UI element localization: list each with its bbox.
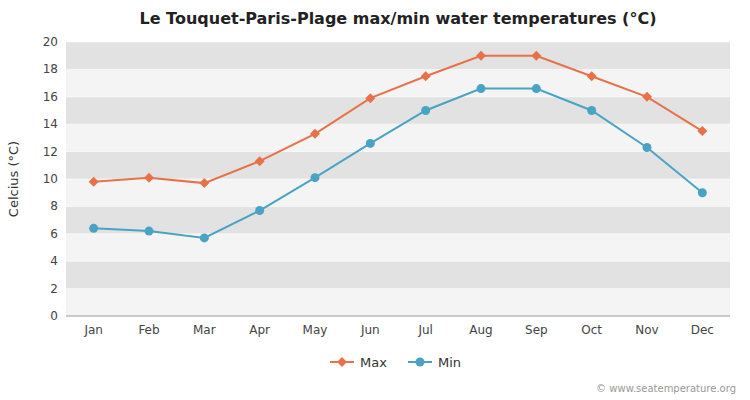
series-marker <box>587 106 596 115</box>
series-marker <box>421 71 431 81</box>
grid-band <box>66 124 730 151</box>
series-marker <box>365 93 375 103</box>
x-tick-label: Jun <box>360 323 380 337</box>
series-marker <box>643 143 652 152</box>
series-marker <box>642 92 652 102</box>
y-tick-label: 0 <box>50 309 58 323</box>
x-tick-label: Oct <box>581 323 602 337</box>
legend-marker <box>337 357 347 367</box>
series-line <box>94 56 703 183</box>
x-tick-label: Jan <box>83 323 103 337</box>
series-marker <box>698 188 707 197</box>
series-marker <box>311 173 320 182</box>
series-marker <box>255 156 265 166</box>
grid-band <box>66 261 730 288</box>
x-tick-label: Nov <box>635 323 658 337</box>
series-line <box>94 89 703 238</box>
grid-line <box>66 42 730 43</box>
legend-marker <box>416 358 425 367</box>
series-marker <box>587 71 597 81</box>
x-tick-label: May <box>303 323 328 337</box>
y-tick-label: 20 <box>43 35 58 49</box>
series-marker <box>255 206 264 215</box>
grid-line <box>66 261 730 262</box>
grid-line <box>66 124 730 125</box>
x-tick-label: Jul <box>417 323 432 337</box>
y-tick-label: 2 <box>50 282 58 296</box>
grid-band <box>66 97 730 124</box>
grid-band <box>66 69 730 96</box>
x-tick-label: Apr <box>249 323 270 337</box>
grid-band <box>66 206 730 233</box>
legend-label: Max <box>360 355 387 370</box>
x-tick-label: Aug <box>469 323 492 337</box>
y-axis: 0 2 4 6 8 10 12 14 16 18 20 <box>43 35 58 323</box>
y-tick-label: 6 <box>50 227 58 241</box>
x-tick-label: Sep <box>525 323 548 337</box>
grid <box>66 42 730 316</box>
grid-band <box>66 179 730 206</box>
series-marker <box>532 84 541 93</box>
y-tick-label: 18 <box>43 62 58 76</box>
legend: Max Min <box>330 355 461 370</box>
series-marker <box>145 227 154 236</box>
series-marker <box>421 106 430 115</box>
chart-container: 0 2 4 6 8 10 12 14 16 18 20 Jan Feb Mar Apr May Jun Jul Au… <box>0 0 750 400</box>
grid-line <box>66 288 730 289</box>
series-marker <box>531 51 541 61</box>
x-tick-label: Dec <box>691 323 714 337</box>
series-marker <box>89 177 99 187</box>
x-axis: Jan Feb Mar Apr May Jun Jul Aug Sep Oct Nov Dec <box>83 323 714 337</box>
series-marker <box>199 178 209 188</box>
watermark: © www.seatemperature.org <box>596 383 736 394</box>
plot-area <box>89 51 708 243</box>
series-marker <box>477 84 486 93</box>
grid-band <box>66 42 730 69</box>
y-tick-label: 16 <box>43 90 58 104</box>
y-tick-label: 14 <box>43 117 58 131</box>
y-axis-label: Celcius (°C) <box>6 141 21 217</box>
x-tick-label: Mar <box>193 323 216 337</box>
grid-line <box>66 206 730 207</box>
chart: 0 2 4 6 8 10 12 14 16 18 20 Jan Feb Mar Apr May Jun Jul Au… <box>0 0 750 400</box>
grid-band <box>66 152 730 179</box>
series-marker <box>144 173 154 183</box>
y-tick-label: 10 <box>43 172 58 186</box>
legend-label: Min <box>438 355 461 370</box>
series-marker <box>366 139 375 148</box>
title: Le Touquet-Paris-Plage max/min water tem… <box>140 9 657 28</box>
series-marker <box>89 224 98 233</box>
series-marker <box>697 126 707 136</box>
series-marker <box>200 233 209 242</box>
y-tick-label: 8 <box>50 199 58 213</box>
grid-line <box>66 69 730 70</box>
series-marker <box>310 129 320 139</box>
grid-line <box>66 151 730 152</box>
y-tick-label: 4 <box>50 254 58 268</box>
grid-band <box>66 289 730 316</box>
plot-background <box>66 42 730 316</box>
series-marker <box>476 51 486 61</box>
grid-line <box>66 316 730 317</box>
x-tick-label: Feb <box>138 323 159 337</box>
x-axis-line <box>66 315 730 316</box>
grid-line <box>66 96 730 97</box>
y-tick-label: 12 <box>43 145 58 159</box>
grid-band <box>66 234 730 261</box>
